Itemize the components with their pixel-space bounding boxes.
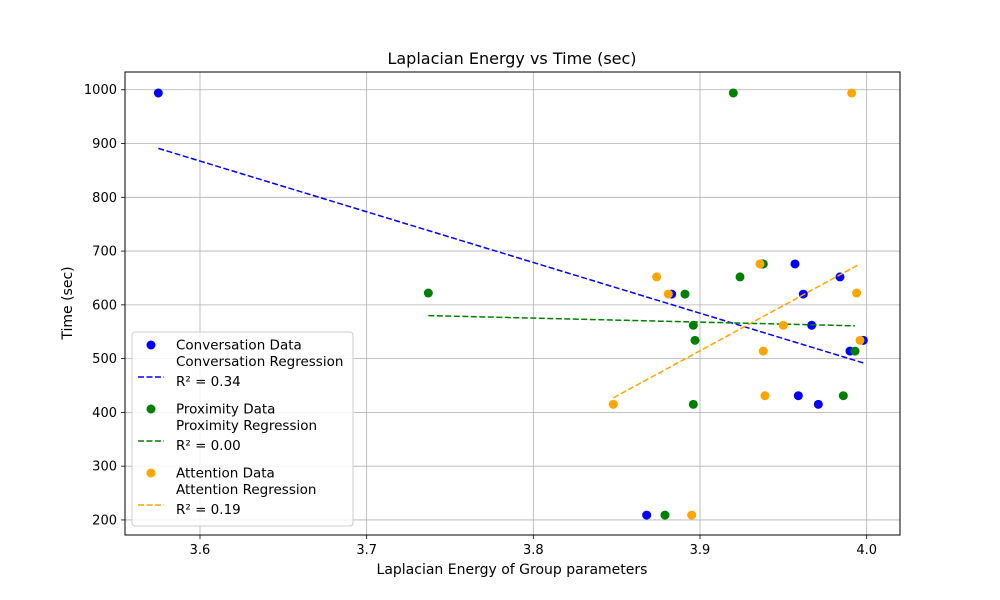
- attention-regression-legend-r2: R² = 0.19: [176, 502, 241, 518]
- attention-data-point: [608, 399, 618, 409]
- proximity-data-point: [735, 272, 745, 282]
- plot-frame: [124, 71, 901, 536]
- proximity-regression-legend-label: Proximity Regression: [176, 418, 317, 434]
- y-axis-label: Time (sec): [60, 266, 76, 340]
- y-tick-label: 800: [92, 191, 117, 206]
- x-tick-label: 3.7: [356, 543, 377, 558]
- attention-data-point: [755, 259, 765, 269]
- attention-data-point: [778, 320, 788, 330]
- proximity-data-point: [423, 288, 433, 298]
- plot-series: [153, 88, 868, 520]
- y-tick-label: 200: [92, 513, 117, 528]
- proximity-regression-line: [428, 314, 856, 327]
- attention-data-legend-label: Attention Data: [176, 466, 275, 482]
- conversation-data-point: [153, 88, 163, 98]
- conversation-regression-line: [158, 147, 864, 364]
- attention-data-point: [758, 346, 768, 356]
- y-tick-label: 400: [92, 406, 117, 421]
- attention-regression-line: [612, 263, 861, 399]
- y-tick-label: 600: [92, 298, 117, 313]
- attention-data-point: [760, 391, 770, 401]
- attention-regression-legend-label: Attention Regression: [176, 482, 316, 498]
- y-tick-label: 1000: [84, 83, 117, 98]
- chart-title: Laplacian Energy vs Time (sec): [387, 49, 636, 68]
- proximity-data-legend-swatch: [146, 404, 156, 414]
- conversation-data-point: [793, 391, 803, 401]
- y-tick-label: 500: [92, 352, 117, 367]
- axis-ticks: 3.6 3.7 3.8 3.9 4.0 200 300 400 500 600 700 800 900 1…: [84, 83, 877, 558]
- y-tick-label: 700: [92, 245, 117, 260]
- x-tick-label: 3.6: [190, 543, 211, 558]
- attention-data-point: [855, 335, 865, 345]
- attention-data-point: [852, 288, 862, 298]
- y-tick-label: 300: [92, 460, 117, 475]
- attention-data-legend-swatch: [146, 468, 156, 478]
- conversation-data-legend-swatch: [146, 340, 156, 350]
- attention-data-point: [687, 510, 697, 520]
- conversation-regression-legend-r2: R² = 0.34: [176, 374, 241, 390]
- conversation-data-point: [813, 399, 823, 409]
- x-axis-label: Laplacian Energy of Group parameters: [377, 562, 648, 578]
- proximity-regression-legend-r2: R² = 0.00: [176, 438, 241, 454]
- attention-data-point: [652, 272, 662, 282]
- proximity-data-point: [688, 399, 698, 409]
- proximity-data-point: [688, 320, 698, 330]
- attention-data-point: [663, 289, 673, 299]
- x-tick-label: 3.8: [523, 543, 544, 558]
- proximity-data-point: [850, 346, 860, 356]
- conversation-data-point: [790, 259, 800, 269]
- conversation-data-legend-label: Conversation Data: [176, 338, 302, 354]
- conversation-data-point: [835, 272, 845, 282]
- proximity-data-point: [838, 391, 848, 401]
- conversation-regression-legend-label: Conversation Regression: [176, 354, 343, 370]
- x-tick-label: 4.0: [856, 543, 877, 558]
- attention-data-point: [847, 88, 857, 98]
- proximity-data-point: [690, 335, 700, 345]
- proximity-data-point: [680, 289, 690, 299]
- proximity-data-legend-label: Proximity Data: [176, 402, 275, 418]
- conversation-data-point: [642, 510, 652, 520]
- y-tick-label: 900: [92, 137, 117, 152]
- proximity-data-point: [660, 510, 670, 520]
- proximity-data-point: [728, 88, 738, 98]
- x-tick-label: 3.9: [690, 543, 711, 558]
- legend-box: [131, 331, 354, 527]
